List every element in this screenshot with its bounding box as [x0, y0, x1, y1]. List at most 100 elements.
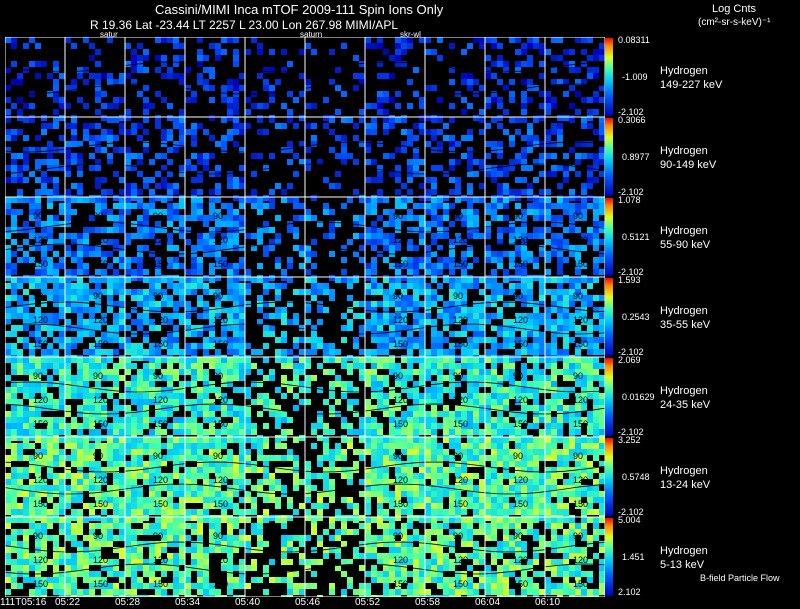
spectrogram-cell — [413, 399, 419, 405]
spectrogram-cell — [575, 473, 581, 479]
spectrogram-cell — [53, 417, 59, 423]
spectrogram-cell — [599, 171, 605, 177]
spectrogram-cell — [449, 455, 455, 461]
spectrogram-cell — [515, 337, 521, 343]
spectrogram-cell — [23, 153, 29, 159]
spectrogram-cell — [83, 375, 89, 381]
spectrogram-cell — [137, 245, 143, 251]
spectrogram-cell — [383, 485, 389, 491]
spectrogram-cell — [173, 467, 179, 473]
spectrogram-cell — [119, 251, 125, 257]
spectrogram-cell — [527, 79, 533, 85]
spectrogram-cell — [179, 301, 185, 307]
spectrogram-cell — [419, 301, 425, 307]
spectrogram-cell — [197, 399, 203, 405]
spectrogram-cell — [467, 43, 473, 49]
spectrogram-cell — [479, 37, 485, 43]
spectrogram-cell — [173, 343, 179, 349]
spectrogram-cell — [65, 369, 71, 375]
spectrogram-cell — [587, 115, 593, 121]
spectrogram-cell — [275, 467, 281, 473]
spectrogram-cell — [551, 55, 557, 61]
spectrogram-cell — [599, 197, 605, 203]
spectrogram-cell — [461, 325, 467, 331]
spectrogram-cell — [491, 479, 497, 485]
spectrogram-cell — [449, 417, 455, 423]
spectrogram-cell — [401, 283, 407, 289]
spectrogram-cell — [563, 411, 569, 417]
spectrogram-cell — [599, 257, 605, 263]
spectrogram-cell — [431, 197, 437, 203]
spectrogram-cell — [143, 387, 149, 393]
spectrogram-cell — [101, 517, 107, 523]
spectrogram-cell — [587, 283, 593, 289]
spectrogram-cell — [305, 497, 311, 503]
spectrogram-cell — [5, 411, 11, 417]
spectrogram-cell — [113, 479, 119, 485]
spectrogram-cell — [377, 251, 383, 257]
spectrogram-cell — [563, 245, 569, 251]
spectrogram-cell — [263, 375, 269, 381]
pitch-angle-label: 120 — [33, 315, 48, 325]
spectrogram-cell — [479, 411, 485, 417]
spectrogram-cell — [215, 257, 221, 263]
spectrogram-cell — [449, 369, 455, 375]
spectrogram-cell — [41, 313, 47, 319]
spectrogram-cell — [71, 381, 77, 387]
spectrogram-cell — [497, 103, 503, 109]
spectrogram-cell — [257, 49, 263, 55]
spectrogram-cell — [215, 387, 221, 393]
spectrogram-cell — [527, 251, 533, 257]
spectrogram-cell — [131, 289, 137, 295]
spectrogram-cell — [17, 295, 23, 301]
spectrogram-cell — [575, 399, 581, 405]
spectrogram-cell — [47, 233, 53, 239]
spectrogram-cell — [17, 485, 23, 491]
spectrogram-cell — [485, 55, 491, 61]
spectrogram-cell — [11, 263, 17, 269]
spectrogram-cell — [161, 301, 167, 307]
spectrogram-cell — [515, 473, 521, 479]
spectrogram-cell — [239, 289, 245, 295]
spectrogram-cell — [5, 135, 11, 141]
spectrogram-cell — [365, 405, 371, 411]
pitch-angle-label: 150 — [33, 339, 48, 349]
spectrogram-cell — [521, 491, 527, 497]
spectrogram-cell — [581, 123, 587, 129]
spectrogram-cell — [281, 189, 287, 195]
spectrogram-cell — [11, 343, 17, 349]
spectrogram-cell — [89, 443, 95, 449]
spectrogram-cell — [263, 221, 269, 227]
spectrogram-cell — [491, 73, 497, 79]
pitch-angle-label: 90 — [213, 451, 223, 461]
spectrogram-cell — [143, 55, 149, 61]
spectrogram-cell — [353, 135, 359, 141]
spectrogram-cell — [407, 135, 413, 141]
spectrogram-cell — [263, 491, 269, 497]
spectrogram-cell — [251, 429, 257, 435]
spectrogram-cell — [233, 183, 239, 189]
spectrogram-cell — [221, 221, 227, 227]
spectrogram-cell — [185, 283, 191, 289]
spectrogram-cell — [281, 363, 287, 369]
spectrogram-cell — [569, 295, 575, 301]
spectrogram-cell — [341, 437, 347, 443]
spectrogram-cell — [23, 429, 29, 435]
spectrogram-cell — [353, 387, 359, 393]
spectrogram-cell — [347, 497, 353, 503]
spectrogram-cell — [221, 503, 227, 509]
spectrogram-cell — [95, 147, 101, 153]
spectrogram-cell — [167, 301, 173, 307]
spectrogram-cell — [113, 319, 119, 325]
spectrogram-cell — [371, 473, 377, 479]
spectrogram-cell — [575, 455, 581, 461]
spectrogram-cell — [329, 387, 335, 393]
spectrogram-cell — [263, 301, 269, 307]
spectrogram-cell — [95, 503, 101, 509]
spectrogram-cell — [77, 411, 83, 417]
spectrogram-cell — [203, 275, 209, 281]
spectrogram-cell — [377, 455, 383, 461]
spectrogram-cell — [167, 37, 173, 43]
spectrogram-cell — [125, 479, 131, 485]
spectrogram-cell — [269, 227, 275, 233]
